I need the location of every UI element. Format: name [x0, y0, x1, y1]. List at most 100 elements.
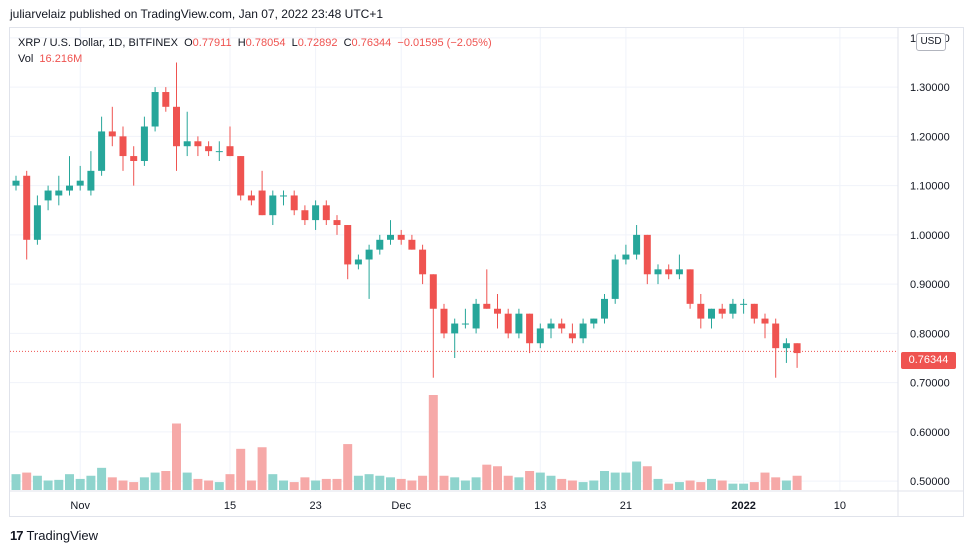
- volume-bar: [674, 482, 684, 490]
- volume-bar: [696, 482, 706, 490]
- volume-bar: [386, 477, 395, 490]
- candle-body: [665, 269, 673, 275]
- candle-body: [761, 318, 769, 324]
- candle-body: [558, 323, 566, 329]
- y-tick-label: 1.20000: [910, 131, 950, 143]
- candle-body: [140, 126, 148, 161]
- volume-bar: [514, 477, 524, 490]
- volume-bar: [236, 448, 246, 490]
- candle-body: [108, 131, 116, 137]
- candle-body: [408, 239, 416, 250]
- volume-bar: [525, 471, 535, 490]
- volume-bar: [460, 480, 470, 490]
- candle-body: [793, 343, 801, 354]
- candle-body: [633, 234, 641, 255]
- x-tick-label: Nov: [70, 500, 90, 512]
- legend-symbol: XRP / U.S. Dollar, 1D, BITFINEX: [18, 37, 178, 49]
- candle-body: [55, 190, 63, 196]
- volume-bar: [343, 444, 353, 490]
- candle-body: [23, 175, 31, 240]
- currency-button[interactable]: USD: [916, 33, 946, 51]
- volume-bar: [503, 475, 513, 490]
- candle-body: [205, 146, 213, 152]
- candle-body: [387, 234, 394, 240]
- candle-body: [151, 92, 159, 127]
- volume-bar: [364, 474, 374, 490]
- candle-body: [322, 205, 330, 221]
- volume-bar: [685, 480, 695, 490]
- candle-body: [782, 343, 790, 349]
- volume-bar: [65, 474, 74, 490]
- legend-open-label: O: [184, 37, 193, 49]
- volume-bar: [749, 482, 759, 490]
- volume-bar: [321, 478, 331, 490]
- volume-bar: [32, 475, 42, 490]
- candle-body: [44, 190, 52, 201]
- volume-bar: [632, 461, 642, 490]
- x-tick-label: 23: [309, 500, 321, 512]
- candle-body: [76, 180, 84, 186]
- candle-body: [740, 303, 748, 305]
- candle-body: [173, 106, 180, 147]
- volume-bar: [664, 483, 674, 490]
- candle-body: [440, 308, 448, 334]
- legend-change: −0.01595 (−2.05%): [397, 37, 492, 49]
- candle-body: [504, 313, 512, 334]
- volume-bar: [246, 480, 256, 490]
- candle-body: [301, 210, 309, 221]
- candle-body: [708, 308, 715, 319]
- candle-body: [66, 185, 73, 191]
- candle-body: [675, 269, 683, 275]
- candle-body: [686, 269, 694, 304]
- x-tick-label: 15: [224, 500, 236, 512]
- candle-body: [183, 141, 191, 147]
- candle-body: [280, 195, 287, 197]
- legend-close-label: C: [343, 37, 352, 49]
- legend-open-value: 0.77911: [192, 37, 232, 49]
- y-tick-label: 1.10000: [910, 181, 950, 193]
- candle-body: [354, 259, 362, 265]
- candle-body: [461, 323, 469, 325]
- volume-bar: [428, 395, 438, 490]
- volume-bar: [86, 475, 96, 490]
- volume-bar: [204, 480, 214, 490]
- volume-bar: [225, 474, 235, 490]
- x-tick-label: 10: [834, 500, 846, 512]
- volume-bar: [107, 477, 117, 490]
- y-tick-label: 0.60000: [910, 427, 950, 439]
- candle-body: [568, 333, 576, 339]
- candle-body: [643, 234, 651, 275]
- volume-bar: [375, 475, 385, 490]
- candle-body: [622, 254, 630, 260]
- candle-body: [654, 269, 662, 275]
- volume-bar: [600, 471, 609, 490]
- legend-volume-value: 16.216M: [39, 53, 83, 65]
- candle-body: [515, 313, 523, 334]
- volume-bar: [97, 467, 107, 490]
- volume-bar: [214, 482, 224, 490]
- volume-bar: [193, 478, 203, 490]
- x-tick-label: 21: [620, 500, 632, 512]
- candle-body: [312, 205, 320, 221]
- volume-bar: [11, 474, 21, 490]
- footer-brand[interactable]: 17 TradingView: [10, 528, 98, 543]
- volume-bar: [707, 478, 716, 490]
- candle-body: [33, 205, 41, 240]
- volume-bar: [332, 478, 342, 490]
- candle-body: [729, 303, 737, 314]
- volume-bar: [493, 466, 502, 490]
- candle-body: [130, 156, 138, 161]
- candle-body: [162, 92, 170, 107]
- volume-bar: [150, 472, 160, 490]
- volume-bar: [546, 475, 556, 490]
- volume-bar: [75, 478, 85, 490]
- candle-body: [697, 303, 705, 319]
- candle-body: [376, 239, 384, 250]
- candle-body: [258, 190, 266, 216]
- candle-body: [590, 318, 598, 324]
- volume-bar: [642, 466, 652, 490]
- volume-bar: [396, 478, 406, 490]
- volume-bar: [353, 475, 363, 490]
- candle-body: [611, 259, 619, 299]
